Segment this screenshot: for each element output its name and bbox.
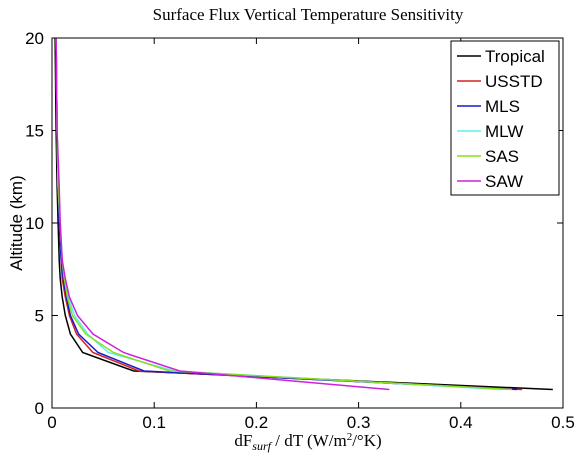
x-label-part: 2 <box>347 431 353 443</box>
series-line <box>55 37 512 391</box>
x-tick-label: 0.1 <box>142 413 166 432</box>
legend-box <box>450 40 560 196</box>
series-line <box>54 37 553 391</box>
series-line <box>55 37 502 391</box>
y-tick-label: 20 <box>25 29 44 48</box>
x-axis-label: dFsurf / dT (W/m2/°K) <box>234 431 381 453</box>
legend-label: USSTD <box>485 72 543 91</box>
chart-title: Surface Flux Vertical Temperature Sensit… <box>153 5 464 24</box>
y-tick-label: 5 <box>35 307 44 326</box>
y-axis-label: Altitude (km) <box>7 175 26 270</box>
y-tick-label: 10 <box>25 214 44 233</box>
series-line <box>55 37 390 391</box>
legend-label: MLW <box>485 122 523 141</box>
x-label-part: dF <box>234 431 252 450</box>
legend-label: SAS <box>485 147 519 166</box>
x-tick-label: 0.2 <box>245 413 269 432</box>
x-tick-label: 0.5 <box>551 413 575 432</box>
x-tick-label: 0.3 <box>347 413 371 432</box>
y-tick-label: 15 <box>25 122 44 141</box>
legend-label: MLS <box>485 97 520 116</box>
legend-label: SAW <box>485 172 523 191</box>
legend-label: Tropical <box>485 47 545 66</box>
x-label-part: / dT (W/m <box>271 431 347 450</box>
x-label-part: /°K) <box>352 431 381 450</box>
plot-frame <box>51 37 564 409</box>
x-tick-label: 0.4 <box>449 413 473 432</box>
series-line <box>55 37 518 391</box>
y-tick-label: 0 <box>35 399 44 418</box>
x-label-part: surf <box>252 439 272 453</box>
x-tick-label: 0 <box>47 413 56 432</box>
